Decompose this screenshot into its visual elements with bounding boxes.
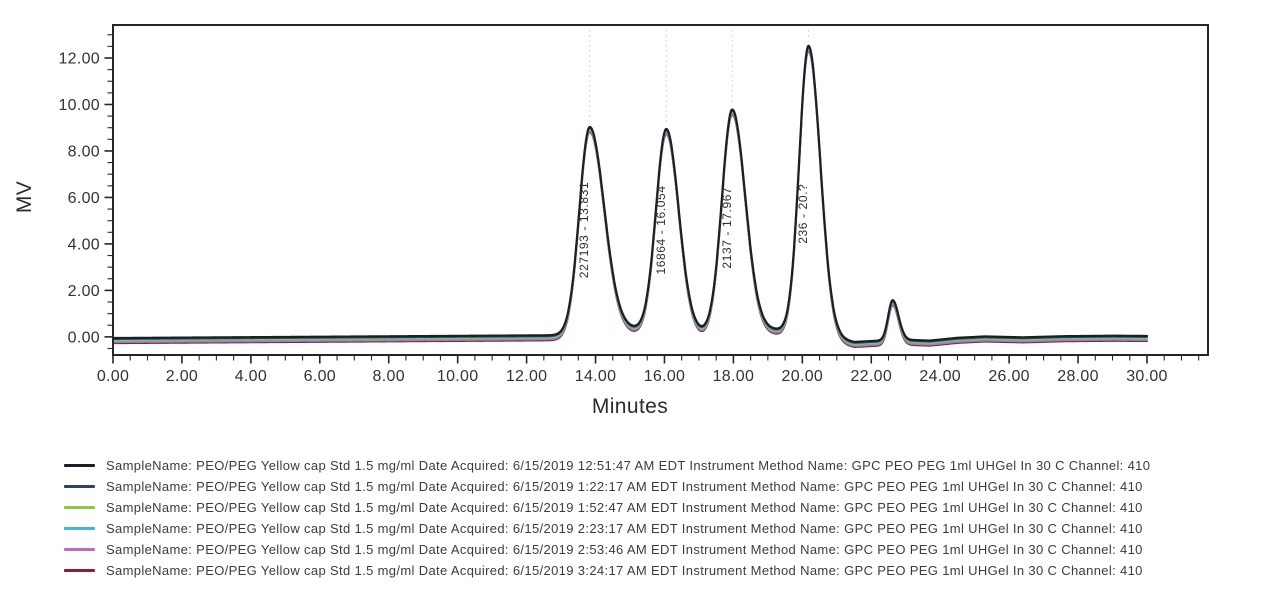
legend-color-swatch	[64, 569, 95, 572]
x-tick-label: 2.00	[166, 368, 198, 385]
plot-area: 0.00 2.00 4.00 6.00 8.00 10.00 12.00 14.00 16.00…	[58, 24, 1209, 385]
x-tick-label: 16.00	[644, 368, 686, 385]
peak-label: 227193 - 13.831	[577, 182, 591, 278]
peak-label: 2137 - 17.967	[720, 187, 734, 269]
chromatogram-trace	[112, 49, 1148, 347]
peak-label: 16864 - 16.054	[654, 185, 668, 274]
legend-label: SampleName: PEO/PEG Yellow cap Std 1.5 m…	[106, 542, 1143, 557]
x-tick-label: 12.00	[506, 368, 548, 385]
legend-label: SampleName: PEO/PEG Yellow cap Std 1.5 m…	[106, 500, 1143, 515]
legend-label: SampleName: PEO/PEG Yellow cap Std 1.5 m…	[106, 563, 1143, 578]
legend-color-swatch	[64, 485, 95, 488]
chromatogram-trace	[111, 44, 1149, 343]
x-tick-label: 20.00	[782, 368, 824, 385]
legend-item: SampleName: PEO/PEG Yellow cap Std 1.5 m…	[64, 476, 1150, 497]
x-tick-label: 6.00	[304, 368, 336, 385]
x-tick-label: 24.00	[919, 368, 961, 385]
legend-color-swatch	[64, 527, 95, 530]
y-tick-label: 8.00	[68, 143, 100, 160]
x-tick-label: 28.00	[1057, 368, 1099, 385]
plot-border	[112, 24, 1209, 356]
y-tick-label: 6.00	[68, 190, 100, 207]
x-tick-label: 26.00	[988, 368, 1030, 385]
legend-color-swatch	[64, 464, 95, 467]
x-tick-label: 22.00	[850, 368, 892, 385]
chromatogram-trace	[112, 45, 1148, 344]
y-tick-label: 2.00	[68, 283, 100, 300]
chromatogram-trace	[112, 46, 1148, 345]
peak-label: 236 - 20.?	[796, 184, 810, 244]
legend-item: SampleName: PEO/PEG Yellow cap Std 1.5 m…	[64, 539, 1150, 560]
legend-color-swatch	[64, 548, 95, 551]
x-tick-label: 0.00	[97, 368, 129, 385]
legend-label: SampleName: PEO/PEG Yellow cap Std 1.5 m…	[106, 479, 1143, 494]
x-axis-title: Minutes	[592, 395, 668, 418]
legend-label: SampleName: PEO/PEG Yellow cap Std 1.5 m…	[106, 521, 1143, 536]
x-tick-label: 18.00	[713, 368, 755, 385]
legend-color-swatch	[64, 506, 95, 509]
legend-item: SampleName: PEO/PEG Yellow cap Std 1.5 m…	[64, 518, 1150, 539]
legend-item: SampleName: PEO/PEG Yellow cap Std 1.5 m…	[64, 497, 1150, 518]
y-tick-label: 12.00	[58, 51, 100, 68]
y-tick-label: 10.00	[58, 97, 100, 114]
chromatogram-trace	[112, 47, 1148, 346]
chromatogram-chart: 0.00 2.00 4.00 6.00 8.00 10.00 12.00 14.00 16.00…	[13, 24, 1209, 418]
x-tick-label: 30.00	[1126, 368, 1168, 385]
x-tick-label: 10.00	[437, 368, 479, 385]
y-tick-label: 0.00	[68, 329, 100, 346]
legend-item: SampleName: PEO/PEG Yellow cap Std 1.5 m…	[64, 455, 1150, 476]
legend: SampleName: PEO/PEG Yellow cap Std 1.5 m…	[64, 455, 1150, 581]
y-tick-label: 4.00	[68, 236, 100, 253]
x-tick-label: 8.00	[373, 368, 405, 385]
legend-item: SampleName: PEO/PEG Yellow cap Std 1.5 m…	[64, 560, 1150, 581]
x-tick-label: 14.00	[575, 368, 617, 385]
chromatogram-trace	[112, 50, 1148, 348]
legend-label: SampleName: PEO/PEG Yellow cap Std 1.5 m…	[106, 458, 1151, 473]
x-tick-label: 4.00	[235, 368, 267, 385]
y-axis-title: MV	[13, 181, 36, 213]
